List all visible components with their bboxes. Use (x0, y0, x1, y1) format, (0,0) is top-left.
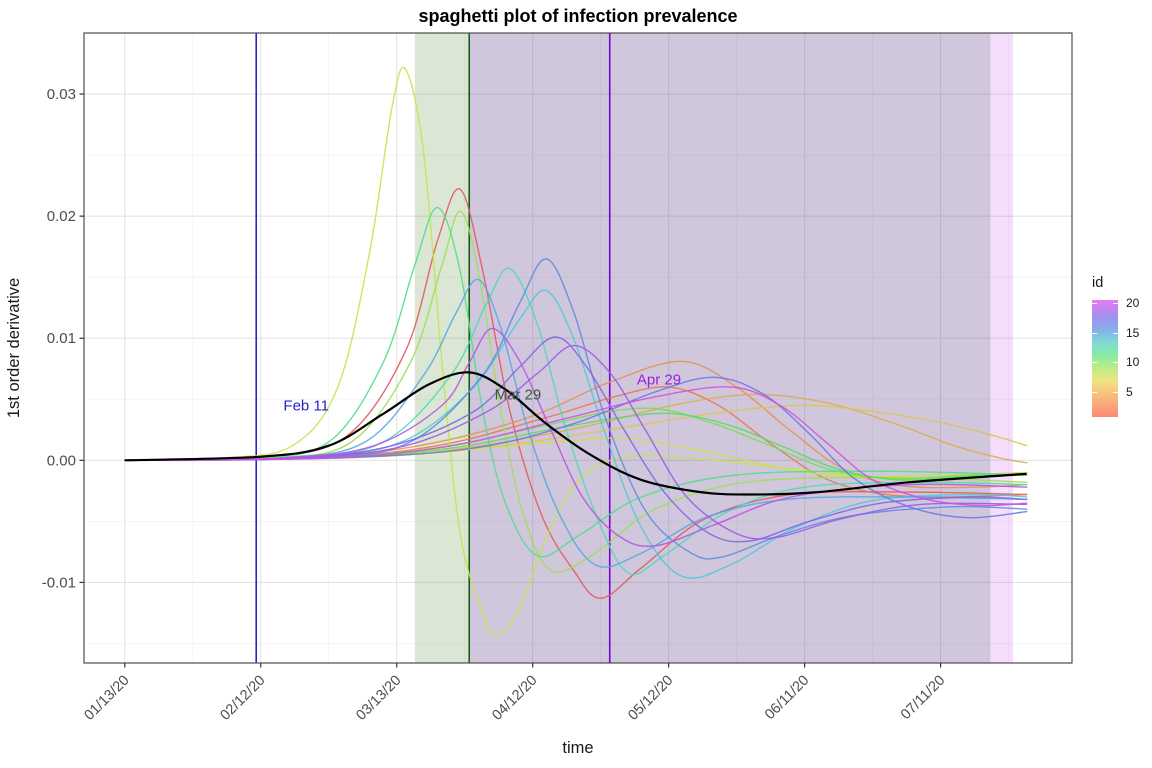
series-line-id-8 (124, 210, 1028, 573)
x-axis-title: time (562, 739, 593, 757)
series-line-id-15 (124, 258, 1028, 560)
legend-colorbar-tick (1113, 332, 1118, 334)
series-line-id-18 (124, 344, 1028, 540)
legend-colorbar-tick (1092, 391, 1097, 393)
legend-colorbar-tick (1092, 332, 1097, 334)
legend-colorbar-tick (1113, 391, 1118, 393)
x-tick-label: 02/12/20 (217, 673, 268, 724)
legend-colorbar (1092, 300, 1118, 417)
series-line-id-20 (124, 386, 1028, 507)
green-band (414, 33, 470, 663)
purple-band (469, 33, 991, 663)
x-tick-label: 07/11/20 (898, 673, 948, 723)
x-tick-label: 03/13/20 (353, 673, 404, 724)
axis-tick-marks (79, 93, 942, 668)
series-line-id-19 (124, 327, 1028, 547)
series-lines (124, 66, 1028, 636)
x-tick-label: 05/12/20 (625, 673, 676, 724)
series-line-id-7 (124, 66, 1028, 636)
legend-title: id (1092, 275, 1104, 291)
legend-tick-label: 10 (1126, 355, 1140, 369)
annotation-vlines (255, 33, 611, 663)
plot-title: spaghetti plot of infection prevalence (418, 6, 737, 26)
legend-tick-label: 5 (1126, 384, 1133, 399)
annotation-labels: Feb 11 Mar 29 Apr 29 (283, 372, 681, 415)
x-tick-label: 04/12/20 (489, 673, 540, 724)
series-line-id-13 (124, 289, 1028, 579)
y-tick-label: 0.02 (47, 208, 76, 225)
plot-panel (84, 33, 1072, 663)
event-label-apr-29: Apr 29 (637, 372, 681, 389)
pink-band (990, 33, 1014, 663)
gridlines-minor (84, 33, 1072, 663)
y-axis-tick-labels: 0.03 0.02 0.01 0.00 -0.01 (42, 86, 76, 591)
y-axis-title: 1st order derivative (5, 278, 23, 418)
y-tick-label: 0.03 (47, 86, 76, 103)
x-tick-label: 01/13/20 (81, 673, 132, 724)
mean-line (124, 371, 1027, 496)
legend-colorbar-tick (1113, 362, 1118, 363)
x-axis-tick-labels: 01/13/20 02/12/20 03/13/20 04/12/20 05/12/20… (81, 673, 948, 724)
legend-tick-label: 15 (1126, 325, 1140, 340)
series-line-id-11 (124, 206, 1028, 558)
annotation-bands (414, 33, 1014, 663)
legend-colorbar-tick (1092, 362, 1097, 363)
y-tick-label: 0.01 (47, 330, 76, 347)
legend-tick-label: 20 (1126, 296, 1140, 310)
panel-border (83, 32, 1073, 664)
legend-colorbar-tick (1113, 303, 1118, 304)
y-tick-label: 0.00 (47, 452, 76, 469)
event-label-mar-29: Mar 29 (495, 386, 542, 403)
event-label-feb-11: Feb 11 (283, 397, 329, 414)
y-tick-label: -0.01 (42, 574, 76, 591)
x-tick-label: 06/11/20 (762, 673, 812, 723)
series-line-id-14 (124, 278, 1028, 568)
legend-colorbar-tick (1092, 303, 1097, 304)
